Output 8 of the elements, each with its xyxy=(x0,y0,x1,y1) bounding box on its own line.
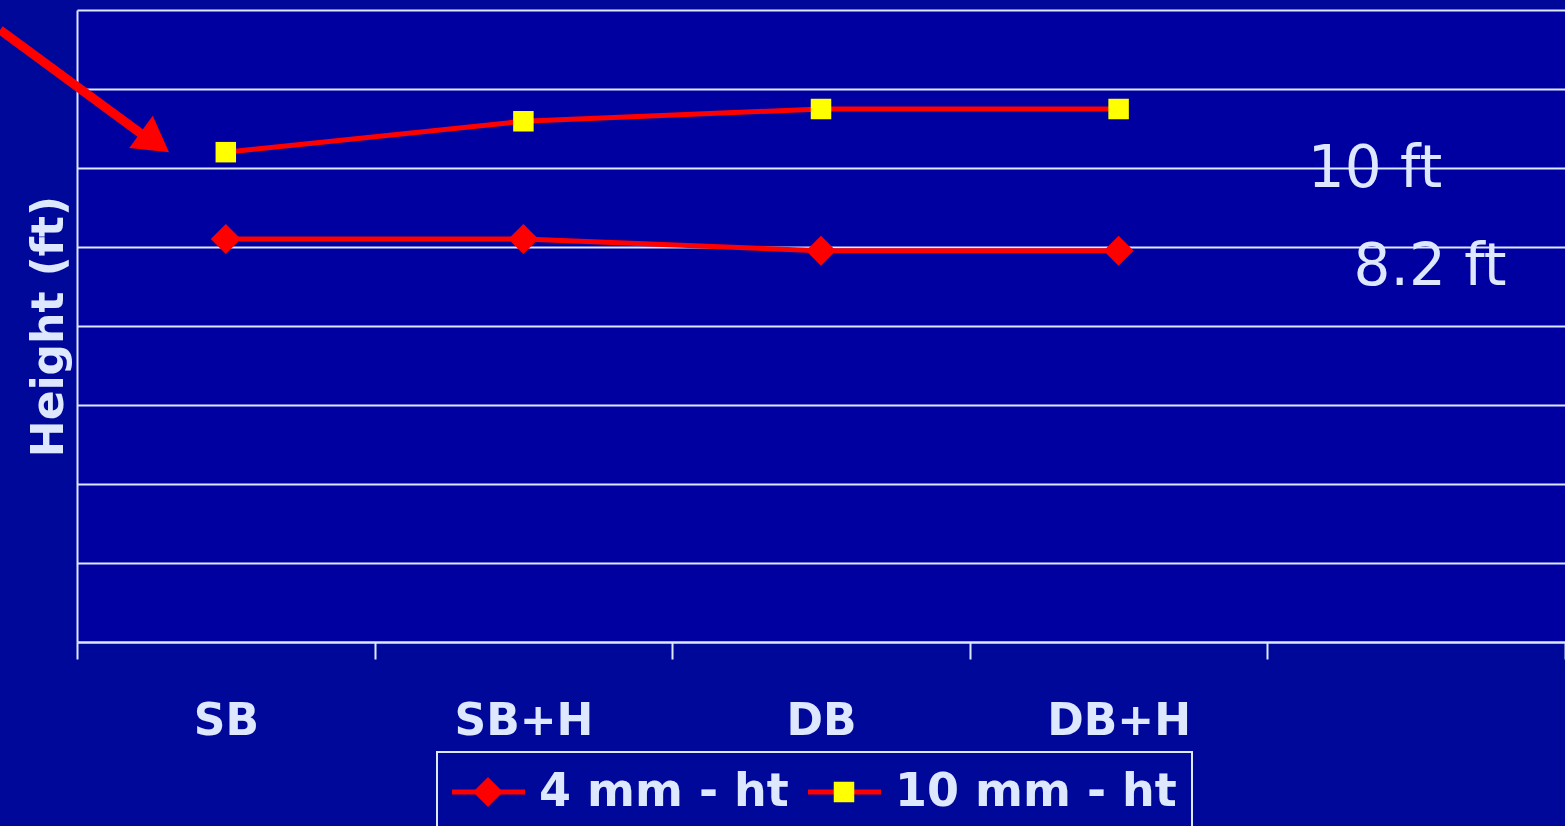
legend-label: 4 mm - ht xyxy=(539,763,789,817)
x-tick-label: SB xyxy=(193,693,259,745)
y-axis-title: Height (ft) xyxy=(21,195,73,458)
legend-label: 10 mm - ht xyxy=(895,763,1177,817)
annotation: 8.2 ft xyxy=(1353,231,1507,299)
x-tick-label: DB xyxy=(786,693,857,745)
x-tick-label: SB+H xyxy=(454,693,594,745)
x-tick-label: DB+H xyxy=(1047,693,1191,745)
